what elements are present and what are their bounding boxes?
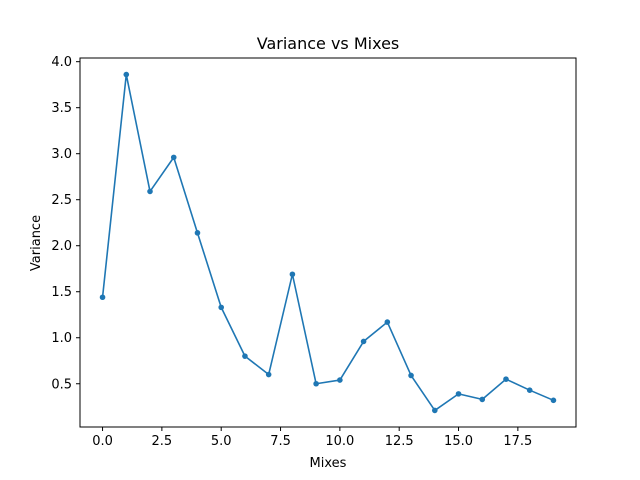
data-point: [242, 353, 248, 359]
x-tick-label: 7.5: [270, 434, 291, 449]
data-point: [360, 338, 367, 345]
x-tick-label: 5.0: [211, 434, 232, 449]
data-point: [289, 271, 296, 278]
data-point: [408, 372, 414, 379]
x-axis-ticks: 0.0 2.5 5.0 7.5 10.0 12.5 15.0 17.5: [92, 427, 532, 449]
y-tick-label: 3.5: [51, 101, 72, 116]
data-point: [194, 230, 201, 236]
data-point: [123, 71, 130, 78]
y-tick-label: 3.0: [51, 147, 72, 162]
data-point: [431, 407, 438, 414]
y-axis-label: Variance: [29, 215, 44, 271]
x-tick-label: 17.5: [503, 434, 532, 449]
x-tick-label: 12.5: [385, 434, 414, 449]
x-tick-label: 0.0: [92, 434, 113, 449]
x-tick-label: 2.5: [152, 434, 173, 449]
y-tick-label: 1.0: [51, 331, 72, 346]
data-point: [313, 380, 319, 387]
data-point: [384, 319, 391, 325]
data-point: [503, 376, 509, 382]
x-axis-label: Mixes: [310, 456, 347, 471]
data-point: [526, 387, 533, 393]
plot-series: [99, 71, 557, 414]
y-tick-label: 2.5: [51, 193, 72, 208]
data-point: [170, 154, 177, 161]
y-tick-label: 0.5: [51, 377, 72, 392]
y-tick-label: 1.5: [51, 285, 72, 300]
data-point: [218, 304, 225, 311]
data-point: [479, 396, 486, 403]
data-point: [99, 294, 106, 301]
chart-title: Variance vs Mixes: [257, 34, 400, 53]
plot-frame: [79, 57, 577, 428]
x-tick-label: 15.0: [444, 434, 473, 449]
y-tick-label: 4.0: [51, 55, 72, 70]
y-axis-ticks: 0.5 1.0 1.5 2.0 2.5 3.0 3.5 4.0: [51, 55, 80, 392]
data-point: [455, 391, 462, 397]
series-line: [101, 73, 555, 412]
data-point: [337, 377, 343, 383]
data-point: [550, 397, 557, 404]
x-tick-label: 10.0: [325, 434, 354, 449]
data-point: [147, 188, 153, 195]
y-tick-label: 2.0: [51, 239, 72, 254]
data-point: [265, 371, 272, 378]
